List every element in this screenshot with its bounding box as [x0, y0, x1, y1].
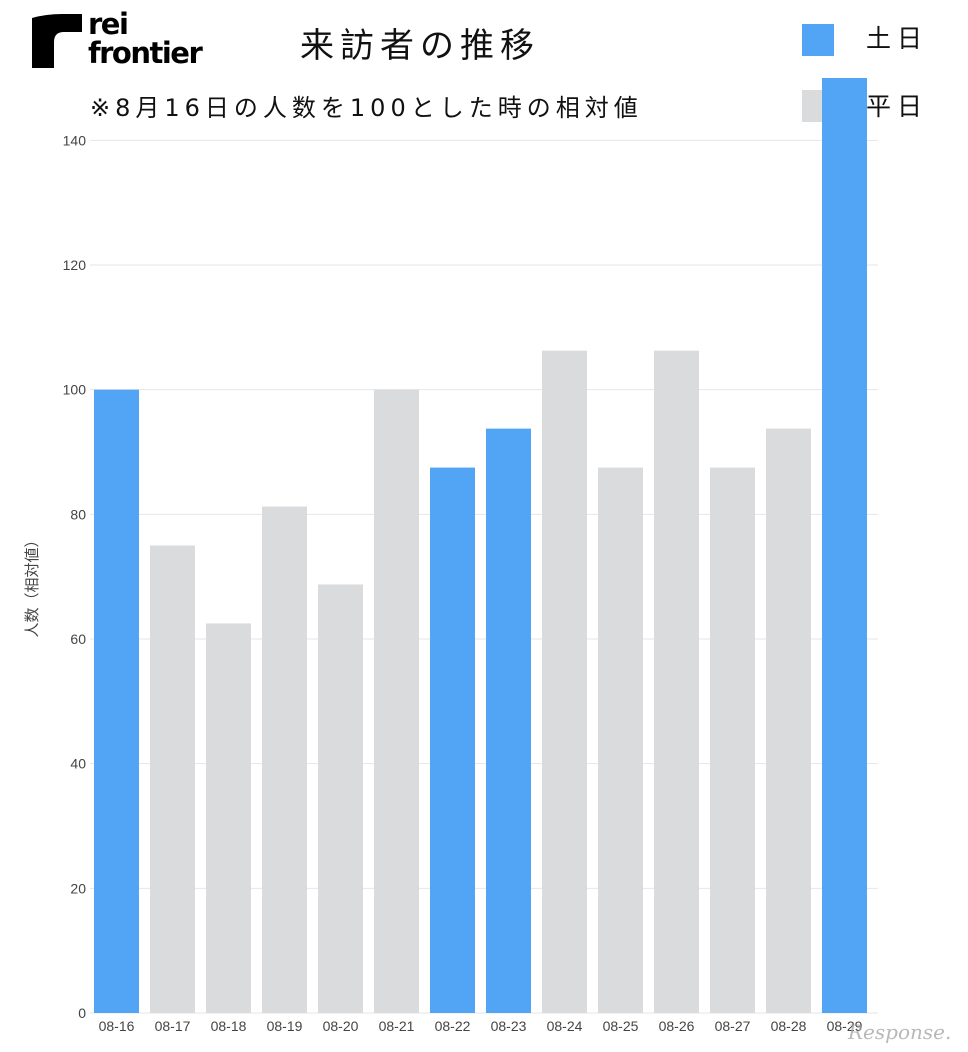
bar-08-19: [262, 506, 307, 1013]
bar-08-29: [822, 78, 867, 1013]
bars: [94, 78, 867, 1014]
bar-08-27: [710, 467, 755, 1013]
x-tick-label: 08-16: [99, 1018, 135, 1034]
bar-08-23: [486, 428, 531, 1013]
chart-title: 来訪者の推移: [300, 26, 540, 66]
legend-label-weekday: 平日: [866, 92, 929, 121]
x-tick-label: 08-26: [659, 1018, 695, 1034]
x-tick-label: 08-28: [771, 1018, 807, 1034]
bar-08-18: [206, 623, 251, 1013]
bar-08-26: [654, 350, 699, 1013]
x-tick-label: 08-27: [715, 1018, 751, 1034]
x-tick-label: 08-18: [211, 1018, 247, 1034]
brand-wordmark: rei frontier: [88, 7, 203, 70]
y-tick-label: 120: [63, 257, 87, 273]
x-tick-label: 08-19: [267, 1018, 303, 1034]
x-tick-label: 08-29: [827, 1018, 863, 1034]
brand-line-1: rei: [88, 7, 129, 41]
bar-08-20: [318, 584, 363, 1013]
brand-logo: rei frontier: [32, 10, 204, 72]
x-tick-label: 08-25: [603, 1018, 639, 1034]
y-tick-label: 40: [70, 756, 86, 772]
watermark-text: Response.: [848, 1020, 952, 1044]
y-tick-label: 100: [63, 382, 87, 398]
y-tick-label: 0: [78, 1005, 86, 1021]
bar-08-16: [94, 389, 139, 1014]
y-axis-label: 人数（相対値）: [23, 532, 41, 637]
x-tick-label: 08-21: [379, 1018, 415, 1034]
y-axis-ticks: 0 20 40 60 80 100 120 140: [63, 132, 87, 1021]
legend-swatch-weekend: [802, 24, 834, 56]
chart-subtitle: ※8月16日の人数を100とした時の相対値: [90, 94, 643, 122]
brand-line-2: frontier: [88, 36, 203, 70]
x-tick-label: 08-20: [323, 1018, 359, 1034]
x-tick-label: 08-17: [155, 1018, 191, 1034]
x-axis-labels: 08-16 08-17 08-18 08-19 08-20 08-21 08-22 08-23…: [99, 1018, 863, 1034]
bar-08-22: [430, 467, 475, 1013]
legend-label-weekend: 土日: [866, 24, 929, 53]
x-tick-label: 08-22: [435, 1018, 471, 1034]
bar-08-17: [150, 545, 195, 1013]
rei-frontier-logo-icon: [32, 14, 82, 68]
y-tick-label: 80: [70, 506, 86, 522]
y-tick-label: 60: [70, 631, 86, 647]
x-tick-label: 08-23: [491, 1018, 527, 1034]
y-tick-label: 20: [70, 880, 86, 896]
bar-08-24: [542, 350, 587, 1013]
bar-08-28: [766, 428, 811, 1013]
bar-08-25: [598, 467, 643, 1013]
bar-08-21: [374, 389, 419, 1014]
x-tick-label: 08-24: [547, 1018, 583, 1034]
y-tick-label: 140: [63, 132, 87, 148]
